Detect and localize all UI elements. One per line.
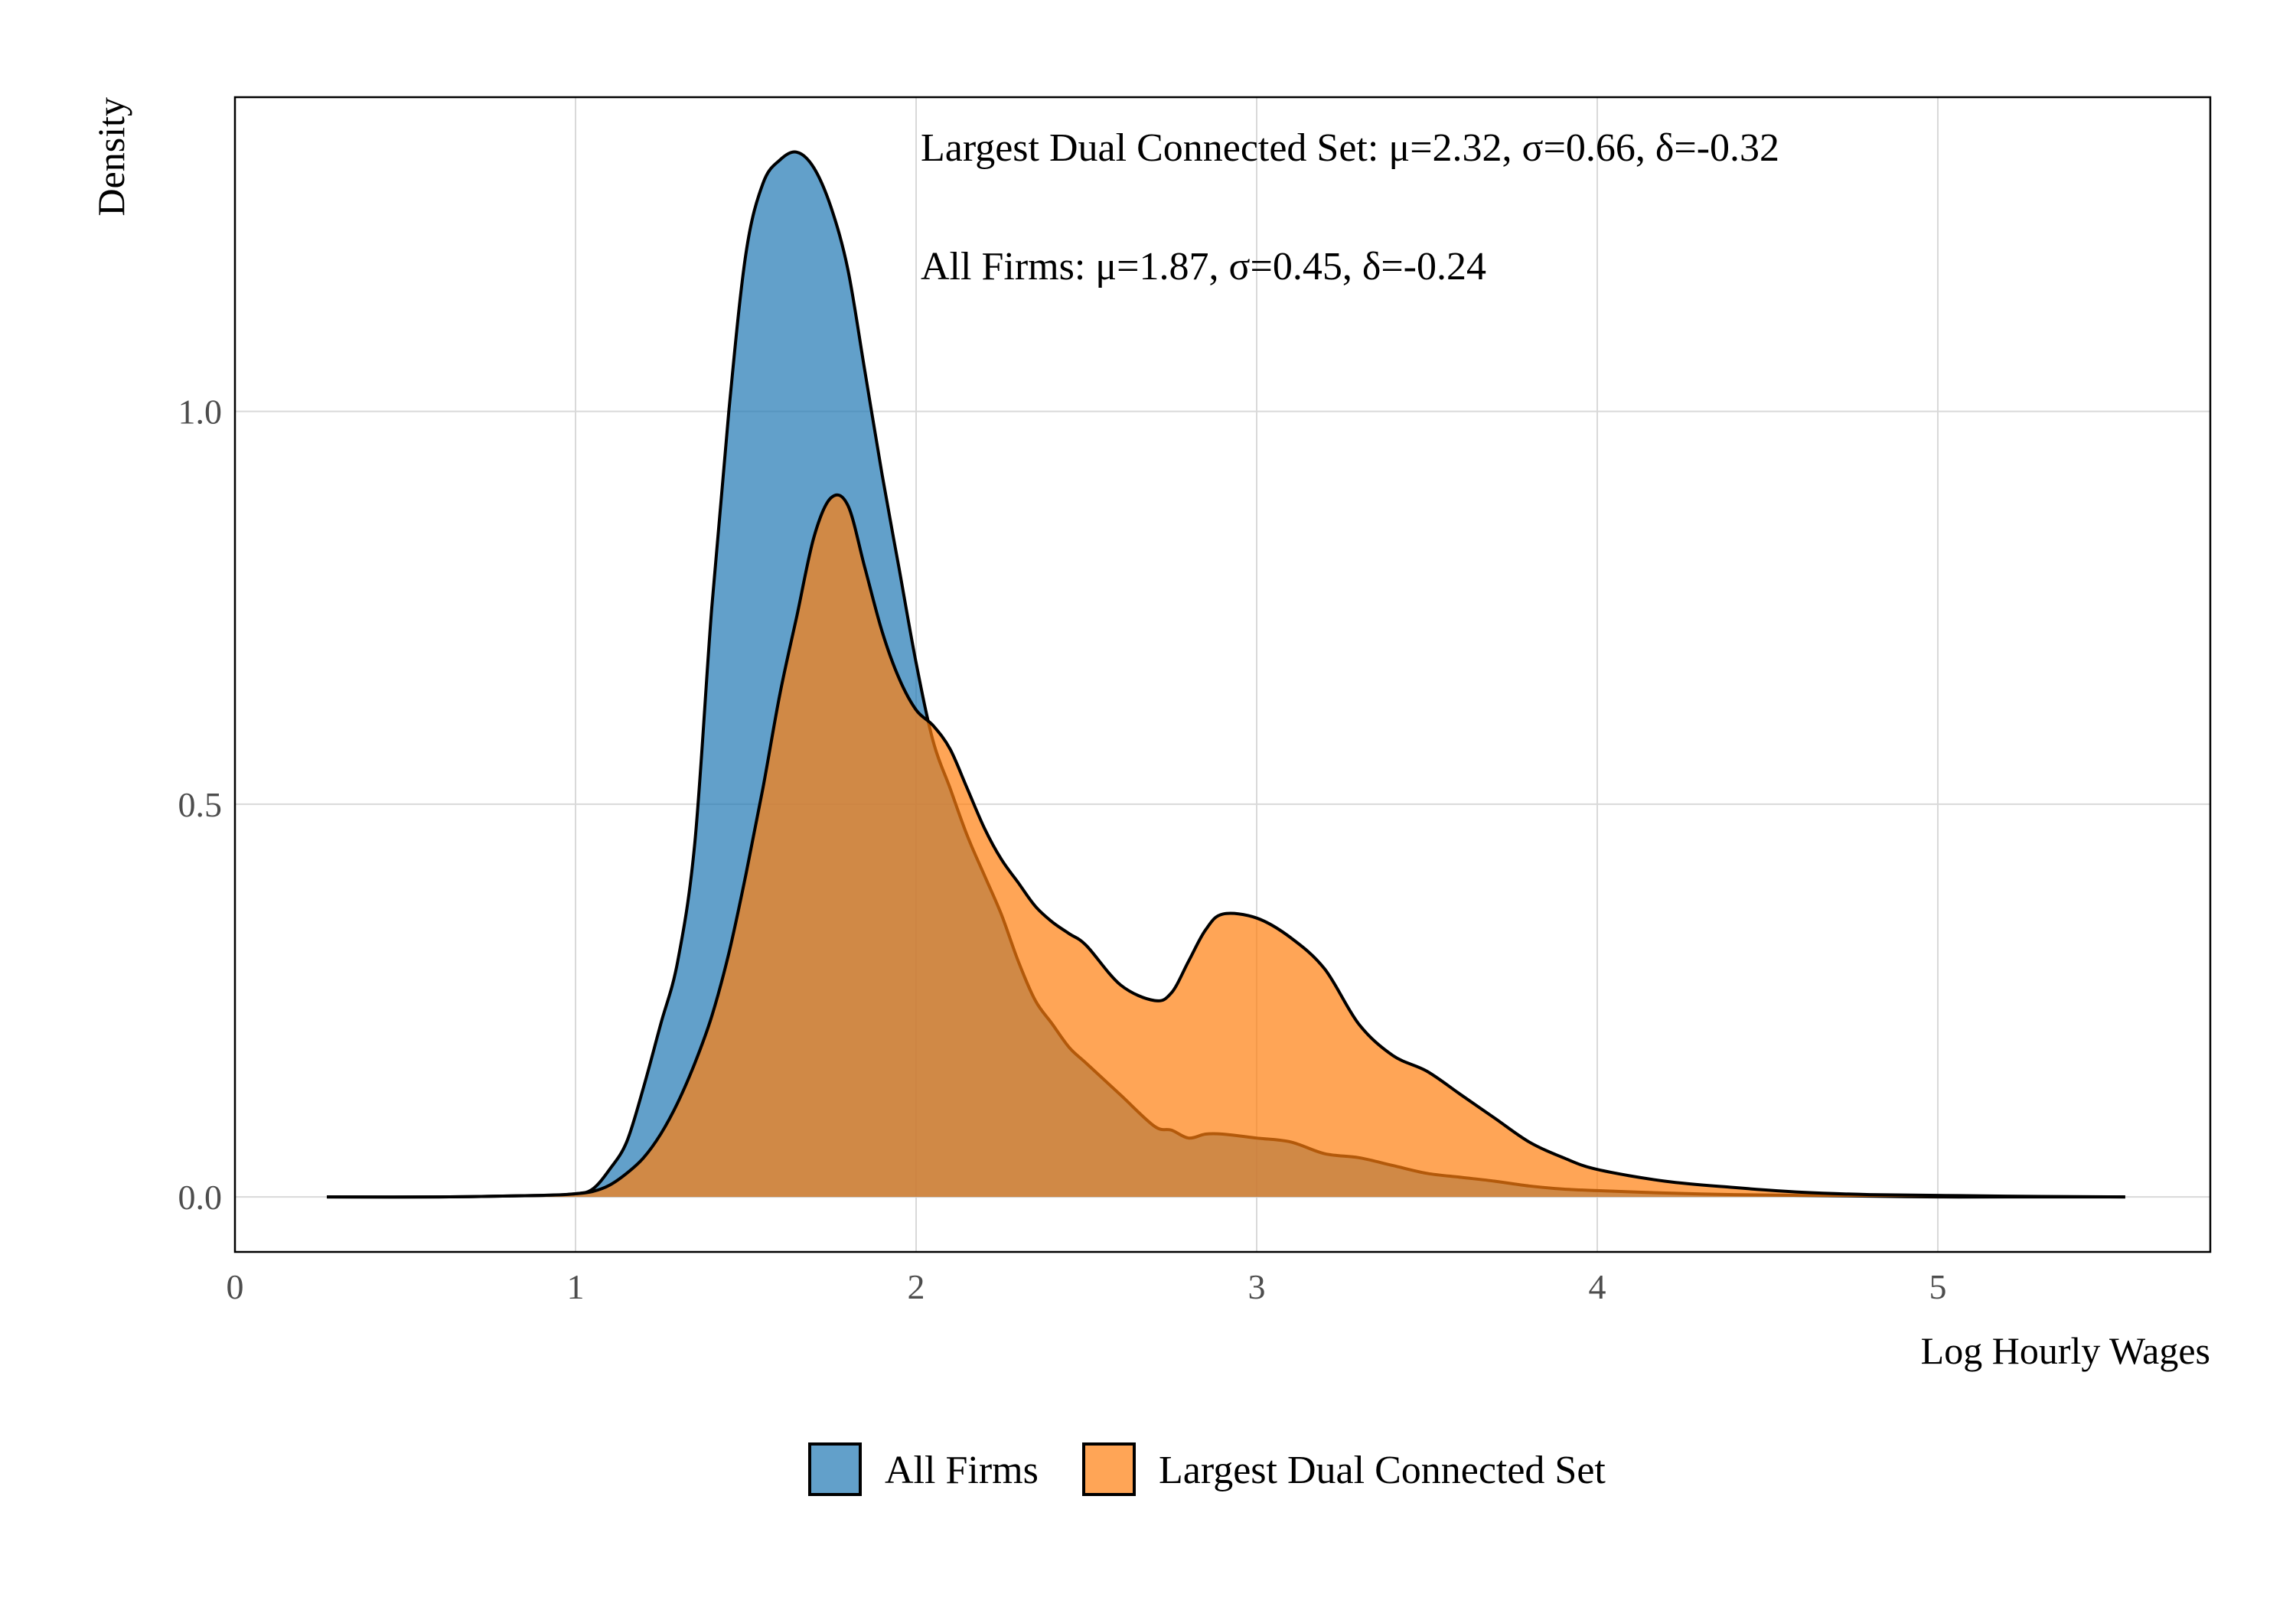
x-tick-label-5: 5 — [1929, 1267, 1947, 1306]
legend-swatch-all-firms — [808, 1442, 862, 1496]
area-largest-dual — [327, 494, 2125, 1198]
outline-largest-dual — [327, 493, 2125, 1199]
x-tick-label-0: 0 — [227, 1267, 244, 1306]
axis-ticks: 0 1 2 3 4 5 0.0 0.5 1.0 — [178, 393, 1947, 1306]
annotation-all-firms: All Firms: μ=1.87, σ=0.45, δ=-0.24 — [921, 245, 1486, 288]
y-tick-label-2: 1.0 — [178, 393, 223, 432]
y-tick-label-0: 0.0 — [178, 1178, 223, 1217]
legend-swatch-largest-dual — [1082, 1442, 1136, 1496]
legend-label-all-firms: All Firms — [885, 1449, 1039, 1492]
plot-panel-border — [233, 96, 2212, 1253]
legend: All Firms Largest Dual Connected Set — [808, 1442, 1606, 1496]
density-areas — [327, 150, 2125, 1199]
x-tick-label-4: 4 — [1589, 1267, 1606, 1306]
x-axis-title: Log Hourly Wages — [1921, 1329, 2210, 1372]
y-tick-label-1: 0.5 — [178, 785, 223, 824]
x-tick-label-3: 3 — [1248, 1267, 1266, 1306]
grid-lines — [234, 97, 2210, 1252]
y-axis-title: Density — [90, 97, 132, 217]
legend-label-largest-dual: Largest Dual Connected Set — [1159, 1449, 1606, 1492]
x-tick-label-2: 2 — [908, 1267, 925, 1306]
x-tick-label-1: 1 — [567, 1267, 585, 1306]
annotation-largest-dual: Largest Dual Connected Set: μ=2.32, σ=0.… — [921, 126, 1779, 170]
